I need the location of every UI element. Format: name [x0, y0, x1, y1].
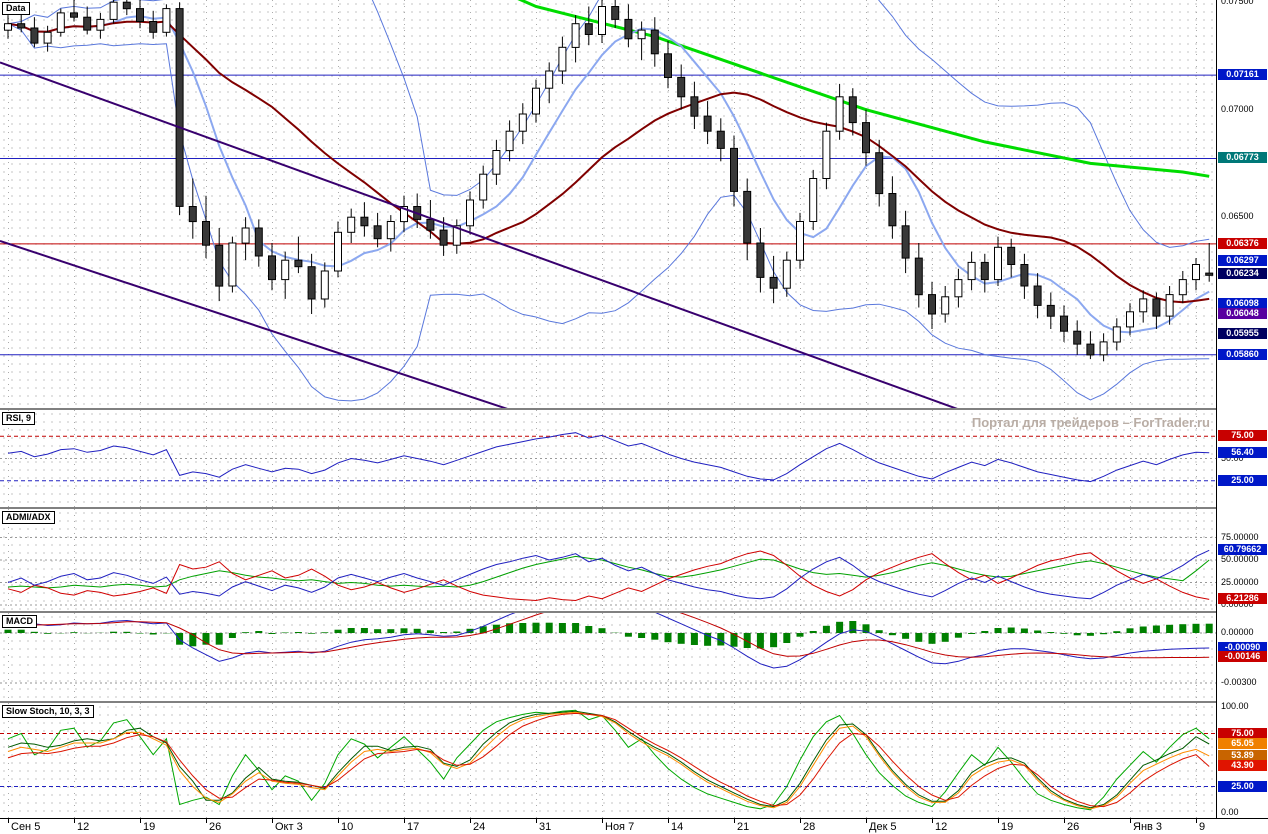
- date-label: 10: [341, 821, 354, 833]
- axis-badge: 0.06773: [1218, 152, 1267, 163]
- axis-badge: 0.07161: [1218, 69, 1267, 80]
- date-label: 21: [737, 821, 750, 833]
- adx-panel[interactable]: [0, 509, 1216, 611]
- axis-tick: -0.00300: [1221, 677, 1257, 687]
- axis-badge: -0.00090: [1218, 642, 1267, 653]
- axis-badge: 0.06048: [1218, 308, 1267, 319]
- time-tick: [74, 819, 75, 823]
- axis-tick: 100.00: [1221, 701, 1249, 711]
- axis-badge: 65.05: [1218, 738, 1267, 749]
- axis-tick: 25.00000: [1221, 577, 1259, 587]
- time-tick: [272, 819, 273, 823]
- axis-badge: 0.06234: [1218, 268, 1267, 279]
- time-tick: [140, 819, 141, 823]
- axis-badge: -0.00146: [1218, 651, 1267, 662]
- axis-badge: 0.05860: [1218, 349, 1267, 360]
- date-label: 31: [539, 821, 552, 833]
- axis-badge: 75.00: [1218, 430, 1267, 441]
- axis-tick: 0.06500: [1221, 211, 1254, 221]
- time-tick: [536, 819, 537, 823]
- time-tick: [1196, 819, 1197, 823]
- panel-label-stoch: Slow Stoch, 10, 3, 3: [2, 705, 94, 718]
- time-tick: [602, 819, 603, 823]
- time-tick: [866, 819, 867, 823]
- date-label: Окт 3: [275, 821, 303, 833]
- axis-badge: 75.00: [1218, 728, 1267, 739]
- date-label: Янв 3: [1133, 821, 1163, 833]
- price-axis[interactable]: 0.07500 0.07000 0.06500 0.07161 0.06773 0.063…: [1216, 0, 1268, 818]
- date-label: Сен 5: [11, 821, 41, 833]
- stoch-panel[interactable]: [0, 703, 1216, 818]
- time-tick: [8, 819, 9, 823]
- time-tick: [1064, 819, 1065, 823]
- axis-tick: 75.00000: [1221, 532, 1259, 542]
- axis-badge: 0.05955: [1218, 328, 1267, 339]
- macd-panel[interactable]: [0, 613, 1216, 701]
- axis-badge: 56.40: [1218, 447, 1267, 458]
- time-tick: [800, 819, 801, 823]
- axis-tick: 0.00: [1221, 807, 1239, 817]
- time-tick: [932, 819, 933, 823]
- date-label: 9: [1199, 821, 1206, 833]
- date-label: 24: [473, 821, 486, 833]
- watermark: Портал для трейдеров – ForTrader.ru: [971, 415, 1210, 430]
- time-tick: [404, 819, 405, 823]
- panel-label-adx: ADMI/ADX: [2, 511, 55, 524]
- date-label: 26: [209, 821, 222, 833]
- axis-badge: 0.06098: [1218, 298, 1267, 309]
- date-label: 26: [1067, 821, 1080, 833]
- date-label: 19: [1001, 821, 1014, 833]
- date-label: 12: [935, 821, 948, 833]
- axis-badge: 0.06297: [1218, 255, 1267, 266]
- date-label: Дек 5: [869, 821, 897, 833]
- date-label: 12: [77, 821, 90, 833]
- time-tick: [1130, 819, 1131, 823]
- axis-tick: 0.07500: [1221, 0, 1254, 6]
- date-label: 28: [803, 821, 816, 833]
- panel-label-rsi: RSI, 9: [2, 412, 36, 425]
- panel-label-data: Data: [2, 2, 30, 15]
- axis-tick: 0.00000: [1221, 599, 1254, 609]
- axis-badge: 43.90: [1218, 760, 1267, 771]
- date-label: 14: [671, 821, 684, 833]
- date-label: 19: [143, 821, 156, 833]
- date-label: Ноя 7: [605, 821, 635, 833]
- panel-label-macd: MACD: [2, 615, 37, 628]
- axis-tick: 0.00000: [1221, 627, 1254, 637]
- time-tick: [206, 819, 207, 823]
- axis-badge: 25.00: [1218, 475, 1267, 486]
- time-axis[interactable]: Сен 5 12 19 26 Окт 3 10 17 24 31 Ноя 7 14 21 28 Дек 5…: [0, 818, 1268, 834]
- time-tick: [734, 819, 735, 823]
- time-tick: [668, 819, 669, 823]
- axis-tick: 0.07000: [1221, 104, 1254, 114]
- axis-badge: 0.06376: [1218, 238, 1267, 249]
- axis-badge: 53.89: [1218, 750, 1267, 761]
- time-tick: [338, 819, 339, 823]
- date-label: 17: [407, 821, 420, 833]
- axis-badge: 25.00: [1218, 781, 1267, 792]
- axis-tick: 50.00000: [1221, 554, 1259, 564]
- main-chart-panel[interactable]: [0, 0, 1216, 408]
- axis-badge: 60.79662: [1218, 544, 1267, 555]
- axis-badge: 6.21286: [1218, 593, 1267, 604]
- time-tick: [470, 819, 471, 823]
- axis-tick: 50.00: [1221, 453, 1244, 463]
- time-tick: [998, 819, 999, 823]
